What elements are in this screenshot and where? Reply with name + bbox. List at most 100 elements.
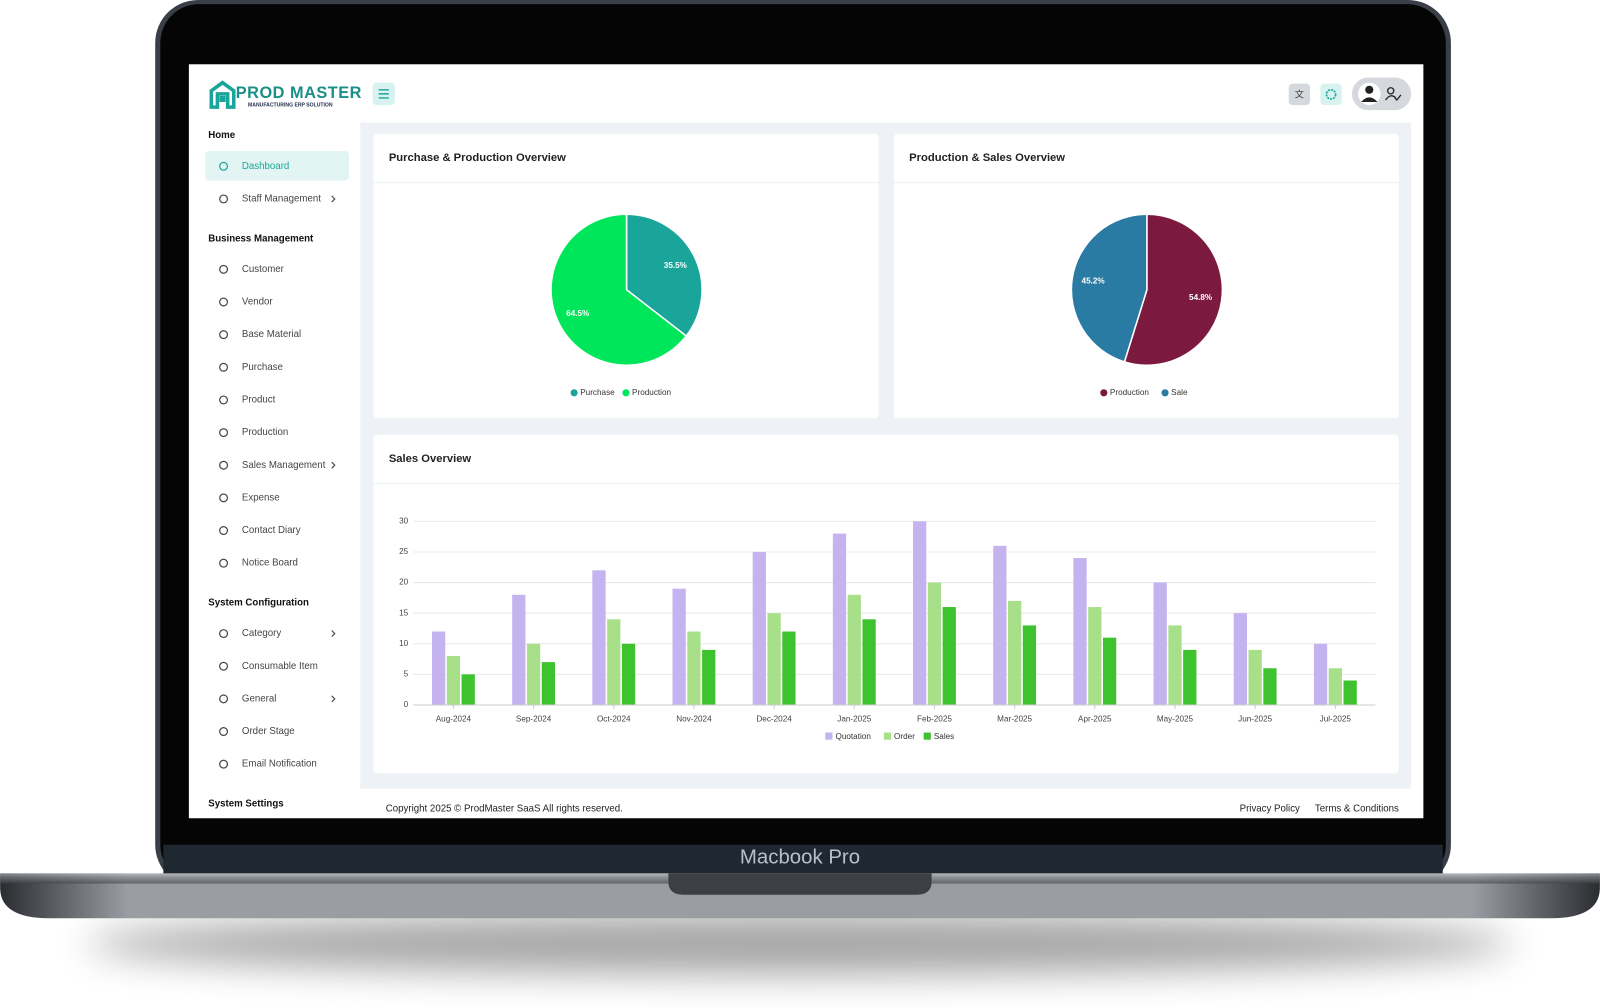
bar (1343, 680, 1357, 705)
bar (1008, 600, 1022, 705)
bar (913, 521, 927, 705)
laptop-base (0, 873, 1600, 919)
bar (541, 662, 556, 705)
menu-item[interactable]: Notice Board (242, 558, 298, 569)
bar (1313, 643, 1328, 705)
x-tick-label: Aug-2024 (436, 714, 472, 723)
legend-label: Quotation (836, 732, 871, 741)
menu-item[interactable]: Vendor (242, 297, 273, 308)
menu-item[interactable]: Customer (242, 264, 285, 275)
x-tick-label: Mar-2025 (997, 714, 1032, 723)
menu-item[interactable]: General (242, 693, 276, 704)
menu-item[interactable]: Email Notification (242, 759, 317, 770)
bar (607, 619, 621, 705)
menu-item[interactable]: Product (242, 394, 276, 405)
menu-item[interactable]: Production (242, 427, 288, 438)
card-title: Purchase & Production Overview (389, 152, 566, 164)
sidebar-section-title: System Settings (208, 799, 283, 810)
menu-icon (219, 727, 229, 737)
menu-icon (219, 759, 229, 769)
bar (526, 643, 541, 705)
legend-label: Sale (1171, 388, 1188, 397)
footer-link[interactable]: Terms & Conditions (1315, 804, 1399, 815)
bar (1088, 607, 1102, 705)
legend-swatch (570, 389, 578, 397)
menu-item[interactable]: Order Stage (242, 726, 295, 737)
menu-item[interactable]: Purchase (242, 362, 283, 373)
logo-icon-window (219, 95, 226, 103)
notch (668, 873, 932, 895)
chevron (331, 695, 336, 703)
menu-icon (219, 297, 229, 307)
language-icon: 文 (1295, 88, 1304, 99)
menu-icon (219, 558, 229, 568)
avatar-head (1365, 85, 1374, 94)
legend-label: Production (632, 388, 671, 397)
menu-item[interactable]: Consumable Item (242, 661, 318, 672)
bar (1102, 637, 1117, 705)
bar (1168, 625, 1182, 705)
avatar (1358, 82, 1381, 106)
bar (621, 643, 636, 705)
chevron (331, 195, 336, 203)
legend-swatch (1161, 389, 1169, 397)
x-tick-label: Jun-2025 (1238, 714, 1272, 723)
pie-label: 54.8% (1189, 293, 1213, 302)
bar (512, 594, 526, 705)
legend-swatch (883, 732, 892, 740)
bar (927, 582, 942, 705)
pie-label: 35.5% (664, 261, 688, 270)
menu-icon (219, 629, 229, 639)
footer-link[interactable]: Privacy Policy (1240, 804, 1300, 815)
bar (687, 631, 701, 705)
sidebar-section-title: System Configuration (208, 598, 309, 609)
menu-item[interactable]: Dashboard (242, 161, 289, 172)
legend-label: Production (1110, 388, 1149, 397)
menu-icon (219, 526, 229, 536)
bar (1263, 668, 1277, 705)
menu-icon (219, 428, 229, 438)
device-label: Macbook Pro (740, 846, 860, 868)
pie-slice (550, 213, 688, 366)
x-tick-label: Dec-2024 (756, 714, 792, 723)
x-tick-label: Jan-2025 (837, 714, 871, 723)
menu-item[interactable]: Sales Management (242, 460, 326, 471)
y-tick-label: 10 (399, 639, 409, 648)
menu-icon (219, 694, 229, 704)
bar (461, 674, 475, 705)
logo-title: PROD MASTER (236, 84, 362, 102)
shadow (85, 913, 1515, 975)
bar (862, 619, 876, 705)
x-tick-label: Apr-2025 (1078, 714, 1112, 723)
screen: PROD MASTER MANUFACTURING ERP SOLUTION 文… (188, 64, 1424, 819)
settings-button[interactable] (1320, 83, 1342, 106)
bar (672, 588, 686, 705)
logo-subtitle: MANUFACTURING ERP SOLUTION (248, 102, 333, 108)
menu-item[interactable]: Category (242, 628, 281, 639)
chevron (331, 630, 336, 638)
menu-item[interactable]: Contact Diary (242, 525, 301, 536)
pie-slice (1070, 213, 1148, 363)
bar (993, 545, 1007, 705)
menu-icon (219, 395, 229, 405)
menu-icon (219, 264, 229, 274)
x-tick-label: Feb-2025 (917, 714, 952, 723)
user-check-icon (1385, 94, 1402, 101)
chevron (331, 461, 336, 469)
bar (767, 613, 781, 705)
bar (942, 607, 956, 705)
sidebar-section-title: Business Management (208, 233, 314, 244)
bar (1233, 613, 1247, 705)
bar (446, 656, 461, 705)
bar (1328, 668, 1342, 705)
language-button[interactable] (1288, 83, 1311, 106)
menu-item[interactable]: Staff Management (242, 194, 321, 205)
menu-item[interactable]: Base Material (242, 329, 301, 340)
y-tick-label: 25 (399, 547, 409, 556)
user-icon (1386, 87, 1395, 95)
bar (1073, 558, 1087, 705)
menu-item[interactable]: Expense (242, 492, 280, 503)
menu-icon (219, 493, 229, 503)
legend-swatch (622, 389, 630, 397)
